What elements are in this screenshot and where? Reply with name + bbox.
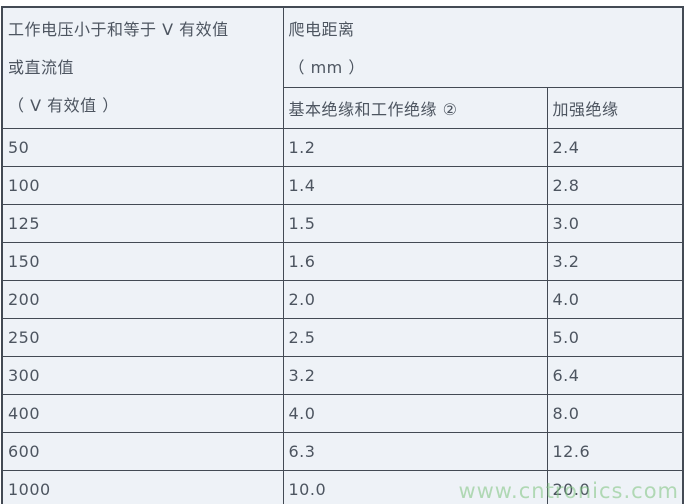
basic-insulation-cell: 3.2 [282,356,548,395]
voltage-cell: 200 [1,280,284,319]
basic-insulation-cell: 4.0 [282,394,548,433]
basic-insulation-cell: 1.6 [282,242,548,281]
voltage-header-cell: 工作电压小于和等于 V 有效值 或直流值 （ V 有效值 ） [1,6,284,129]
reinforced-insulation-cell: 2.4 [546,128,684,167]
basic-insulation-cell: 1.2 [282,128,548,167]
header-row-top: 工作电压小于和等于 V 有效值 或直流值 （ V 有效值 ） 爬电距离 （ mm… [1,6,684,129]
voltage-cell: 150 [1,242,284,281]
table-row: 200 2.0 4.0 [1,280,684,319]
voltage-header-line2: 或直流值 [8,58,75,77]
table-row: 250 2.5 5.0 [1,318,684,357]
table-row: 600 6.3 12.6 [1,432,684,471]
table-row: 125 1.5 3.0 [1,204,684,243]
voltage-cell: 125 [1,204,284,243]
header-row-sub: 基本绝缘和工作绝缘 ② 加强绝缘 [2,87,684,129]
reinforced-insulation-cell: 4.0 [546,280,684,319]
basic-insulation-cell: 10.0 [282,470,548,504]
voltage-cell: 250 [1,318,284,357]
reinforced-insulation-cell: 6.4 [546,356,684,395]
voltage-cell: 100 [1,166,284,205]
reinforced-insulation-header: 加强绝缘 [546,87,684,129]
voltage-cell: 600 [1,432,284,471]
voltage-cell: 1000 [1,470,284,504]
reinforced-insulation-cell: 3.2 [546,242,684,281]
reinforced-insulation-cell: 12.6 [546,432,684,471]
table-row: 300 3.2 6.4 [1,356,684,395]
table-row: 1000 10.0 20.0 [1,470,684,504]
voltage-header-line3: （ V 有效值 ） [8,96,119,115]
voltage-cell: 50 [1,128,284,167]
voltage-header-line1: 工作电压小于和等于 V 有效值 [8,20,229,39]
basic-insulation-cell: 2.5 [282,318,548,357]
basic-insulation-cell: 2.0 [282,280,548,319]
reinforced-insulation-cell: 5.0 [546,318,684,357]
basic-insulation-cell: 1.5 [282,204,548,243]
creepage-distance-table: 工作电压小于和等于 V 有效值 或直流值 （ V 有效值 ） 爬电距离 （ mm… [1,6,685,504]
table-row: 400 4.0 8.0 [1,394,684,433]
basic-insulation-cell: 6.3 [282,432,548,471]
voltage-cell: 400 [1,394,284,433]
basic-insulation-cell: 1.4 [282,166,548,205]
table-row: 50 1.2 2.4 [1,128,684,167]
creepage-header-title: 爬电距离 [288,20,355,39]
reinforced-insulation-cell: 3.0 [546,204,684,243]
reinforced-insulation-cell: 2.8 [546,166,684,205]
reinforced-insulation-cell: 8.0 [546,394,684,433]
creepage-header-unit: （ mm ） [288,58,365,77]
creepage-header-cell: 爬电距离 （ mm ） [282,6,684,88]
table-row: 150 1.6 3.2 [1,242,684,281]
voltage-cell: 300 [1,356,284,395]
basic-insulation-header: 基本绝缘和工作绝缘 ② [282,87,548,129]
reinforced-insulation-cell: 20.0 [546,470,684,504]
table-body: 50 1.2 2.4 100 1.4 2.8 125 1.5 3.0 150 1.6 3.2 200 2.… [1,128,684,504]
table-row: 100 1.4 2.8 [1,166,684,205]
